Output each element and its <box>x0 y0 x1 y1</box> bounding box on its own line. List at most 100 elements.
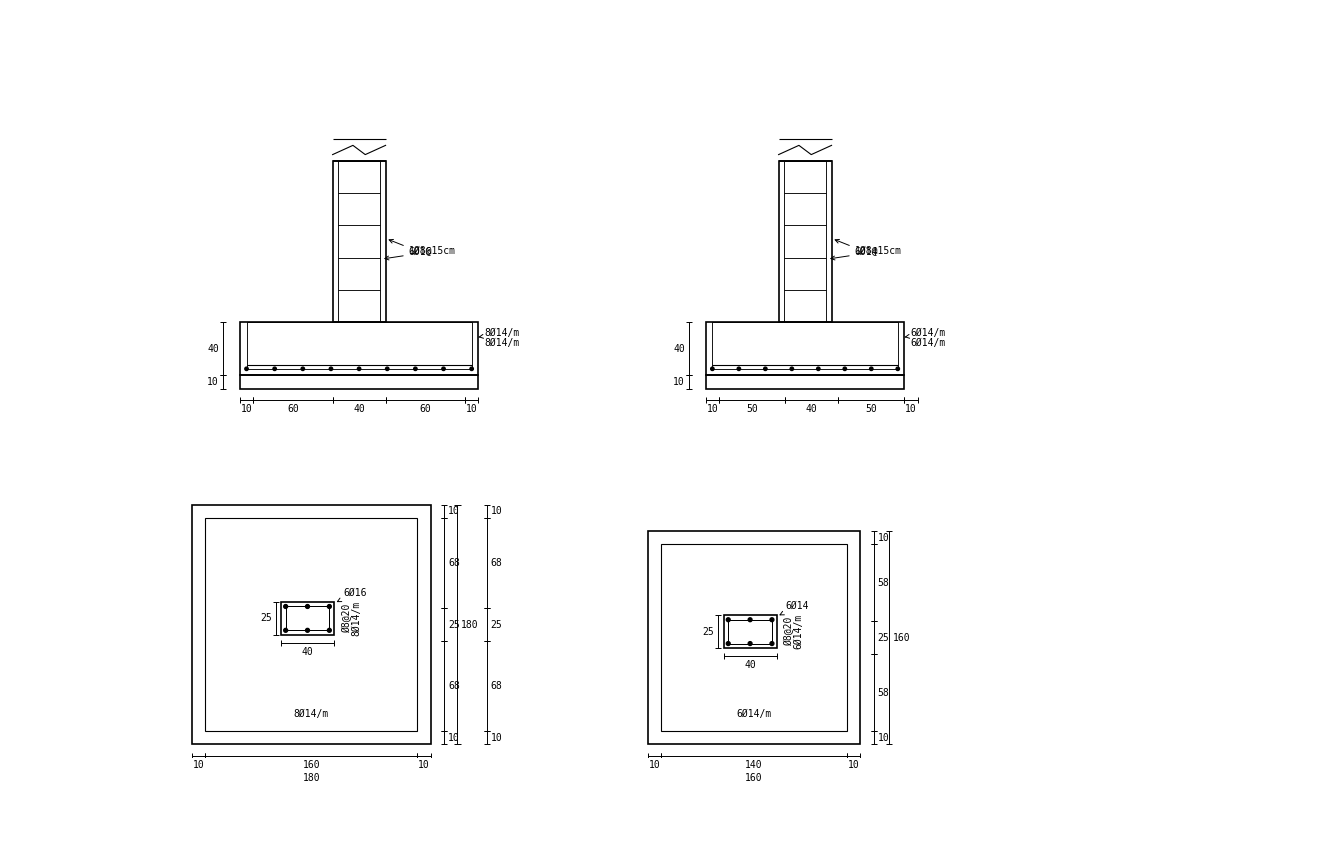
Text: 10: 10 <box>491 733 502 743</box>
Bar <box>281 602 334 635</box>
Text: 10: 10 <box>706 404 719 414</box>
Circle shape <box>748 618 752 622</box>
Text: 10: 10 <box>878 733 890 743</box>
Text: 10: 10 <box>491 506 502 516</box>
Circle shape <box>764 367 767 371</box>
Circle shape <box>301 367 305 371</box>
Text: 10: 10 <box>207 377 219 387</box>
Text: 6Ø14/m: 6Ø14/m <box>911 338 946 348</box>
Text: 40: 40 <box>353 404 365 414</box>
Text: 6Ø14/m: 6Ø14/m <box>736 709 772 719</box>
Circle shape <box>273 367 277 371</box>
Circle shape <box>357 367 361 371</box>
Text: 60: 60 <box>286 404 298 414</box>
Text: 40: 40 <box>207 344 219 354</box>
Circle shape <box>385 367 389 371</box>
Bar <box>246 322 472 369</box>
Text: 60: 60 <box>419 404 431 414</box>
Text: 180: 180 <box>462 619 479 630</box>
Text: 25: 25 <box>702 626 714 636</box>
Circle shape <box>284 605 288 608</box>
Circle shape <box>710 367 714 371</box>
Circle shape <box>727 618 731 622</box>
Text: 6Ø16: 6Ø16 <box>337 588 367 602</box>
Circle shape <box>413 367 417 371</box>
Text: 8Ø14/m: 8Ø14/m <box>484 338 519 348</box>
Text: 10: 10 <box>847 760 859 770</box>
Circle shape <box>442 367 446 371</box>
Text: 160: 160 <box>745 773 763 783</box>
Bar <box>779 161 831 322</box>
Text: 50: 50 <box>866 404 878 414</box>
Circle shape <box>329 367 333 371</box>
Text: 10: 10 <box>448 733 460 743</box>
Text: 10: 10 <box>241 404 253 414</box>
Text: 8Ø14/m: 8Ø14/m <box>294 709 329 719</box>
Text: 68: 68 <box>491 558 502 568</box>
Text: 8Ø14/m: 8Ø14/m <box>351 601 361 636</box>
Circle shape <box>771 618 773 622</box>
Text: 160: 160 <box>302 760 320 770</box>
Bar <box>285 607 329 630</box>
Circle shape <box>305 629 309 632</box>
Circle shape <box>771 642 773 646</box>
Circle shape <box>791 367 793 371</box>
Text: 10: 10 <box>904 404 917 414</box>
Text: 6Ø14: 6Ø14 <box>835 239 878 257</box>
Bar <box>705 376 904 389</box>
Text: 25: 25 <box>448 619 460 630</box>
Circle shape <box>305 605 309 608</box>
Bar <box>724 615 776 648</box>
Text: Ø8@20: Ø8@20 <box>341 604 352 633</box>
Bar <box>712 322 898 369</box>
Circle shape <box>843 367 847 371</box>
Text: 10: 10 <box>649 760 661 770</box>
Circle shape <box>870 367 872 371</box>
Text: 68: 68 <box>448 558 460 568</box>
Text: 8Ø14/m: 8Ø14/m <box>479 328 519 338</box>
Text: 40: 40 <box>301 647 313 657</box>
Text: 10: 10 <box>448 506 460 516</box>
Text: 6Ø14: 6Ø14 <box>780 601 809 615</box>
Bar <box>333 161 385 322</box>
Bar <box>240 376 478 389</box>
Circle shape <box>727 642 731 646</box>
Circle shape <box>470 367 474 371</box>
Bar <box>648 531 860 745</box>
Text: 25: 25 <box>491 619 502 630</box>
Text: 6Ø14/m: 6Ø14/m <box>793 614 804 649</box>
Text: 40: 40 <box>744 659 756 670</box>
Circle shape <box>816 367 820 371</box>
Circle shape <box>737 367 740 371</box>
Text: 25: 25 <box>260 613 272 624</box>
Text: 6Ø16: 6Ø16 <box>389 239 432 257</box>
Text: 25: 25 <box>878 633 890 642</box>
Bar <box>784 161 827 322</box>
Circle shape <box>896 367 899 371</box>
Text: 180: 180 <box>302 773 320 783</box>
Text: 10: 10 <box>417 760 429 770</box>
Circle shape <box>284 629 288 632</box>
Bar <box>728 619 772 643</box>
Circle shape <box>748 642 752 646</box>
Bar <box>193 504 431 745</box>
Circle shape <box>328 605 332 608</box>
Circle shape <box>328 629 332 632</box>
Text: 160: 160 <box>892 633 911 642</box>
Text: 6Ø14/m: 6Ø14/m <box>904 328 946 338</box>
Text: 68: 68 <box>448 681 460 691</box>
Text: 1Ø8@15cm: 1Ø8@15cm <box>831 246 902 260</box>
Text: 58: 58 <box>878 688 890 698</box>
Text: 1Ø8@15cm: 1Ø8@15cm <box>385 246 456 260</box>
Text: 10: 10 <box>878 532 890 543</box>
Text: 68: 68 <box>491 681 502 691</box>
Text: 40: 40 <box>673 344 685 354</box>
Bar <box>240 322 478 376</box>
Text: Ø8@20: Ø8@20 <box>784 617 795 647</box>
Text: 50: 50 <box>747 404 757 414</box>
Bar <box>661 544 847 731</box>
Circle shape <box>245 367 249 371</box>
Text: 10: 10 <box>673 377 685 387</box>
Bar <box>339 161 380 322</box>
Text: 10: 10 <box>193 760 205 770</box>
